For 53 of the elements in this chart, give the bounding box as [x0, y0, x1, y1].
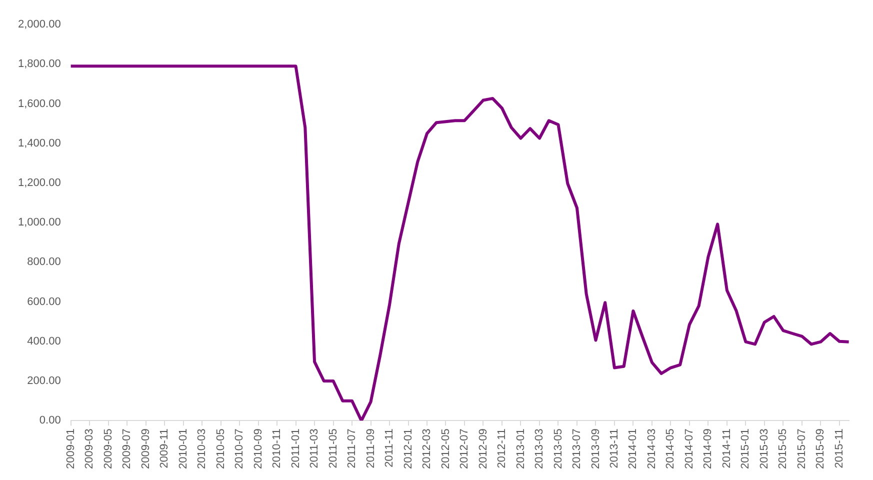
y-tick-label: 2,000.00: [18, 18, 61, 31]
x-tick-label: 2011-11: [384, 428, 396, 468]
x-tick-label: 2010-05: [214, 428, 227, 470]
x-tick-label: 2012-05: [440, 428, 452, 470]
x-tick-label: 2012-11: [496, 428, 508, 468]
y-tick-label: 1,400.00: [18, 137, 61, 150]
y-tick-label: 200.00: [27, 375, 61, 388]
x-tick-label: 2010-03: [196, 428, 208, 470]
x-tick-label: 2009-09: [140, 428, 152, 470]
x-tick-label: 2013-07: [571, 428, 584, 470]
x-tick-label: 2014-05: [664, 428, 677, 470]
x-tick-label: 2015-03: [758, 428, 770, 470]
x-tick-label: 2011-07: [346, 428, 358, 468]
x-tick-label: 2015-11: [833, 428, 846, 468]
x-tick-label: 2011-09: [364, 428, 377, 468]
x-tick-label: 2009-03: [84, 428, 96, 470]
x-tick-label: 2014-11: [720, 428, 733, 468]
y-tick-label: 600.00: [27, 296, 61, 308]
y-tick-label: 1,800.00: [18, 58, 61, 70]
x-tick-label: 2013-11: [608, 428, 620, 468]
x-tick-label: 2012-03: [421, 428, 434, 470]
y-tick-label: 800.00: [27, 256, 61, 268]
x-tick-label: 2014-03: [646, 428, 658, 470]
x-tick-label: 2014-01: [627, 428, 640, 470]
x-tick-label: 2013-09: [590, 428, 602, 470]
x-tick-label: 2013-01: [514, 428, 527, 470]
x-tick-label: 2010-11: [271, 428, 284, 468]
x-tick-label: 2011-01: [290, 428, 302, 468]
x-tick-label: 2012-09: [477, 428, 490, 470]
y-tick-label: 1,200.00: [18, 177, 61, 190]
x-tick-label: 2009-05: [102, 428, 114, 470]
x-tick-label: 2010-07: [234, 428, 246, 470]
x-tick-label: 2011-03: [308, 428, 321, 468]
x-tick-label: 2015-05: [777, 428, 790, 470]
y-tick-label: 0.00: [39, 414, 61, 427]
x-tick-label: 2013-03: [534, 428, 546, 470]
x-tick-label: 2010-09: [252, 428, 264, 470]
y-tick-label: 1,000.00: [18, 216, 61, 229]
x-tick-label: 2015-07: [796, 428, 808, 470]
x-tick-label: 2015-01: [740, 428, 752, 470]
x-tick-label: 2009-07: [121, 428, 134, 470]
x-tick-label: 2012-07: [458, 428, 471, 470]
x-tick-label: 2012-01: [402, 428, 414, 470]
x-tick-label: 2014-09: [702, 428, 714, 470]
x-tick-label: 2011-05: [327, 428, 340, 468]
x-tick-label: 2014-07: [683, 428, 696, 470]
x-tick-label: 2015-09: [814, 428, 827, 470]
x-tick-label: 2009-11: [158, 428, 171, 468]
y-tick-label: 400.00: [27, 335, 61, 348]
x-tick-label: 2013-05: [552, 428, 564, 470]
y-tick-label: 1,600.00: [18, 98, 61, 110]
x-tick-label: 2010-01: [177, 428, 190, 470]
x-tick-label: 2009-01: [64, 428, 77, 470]
